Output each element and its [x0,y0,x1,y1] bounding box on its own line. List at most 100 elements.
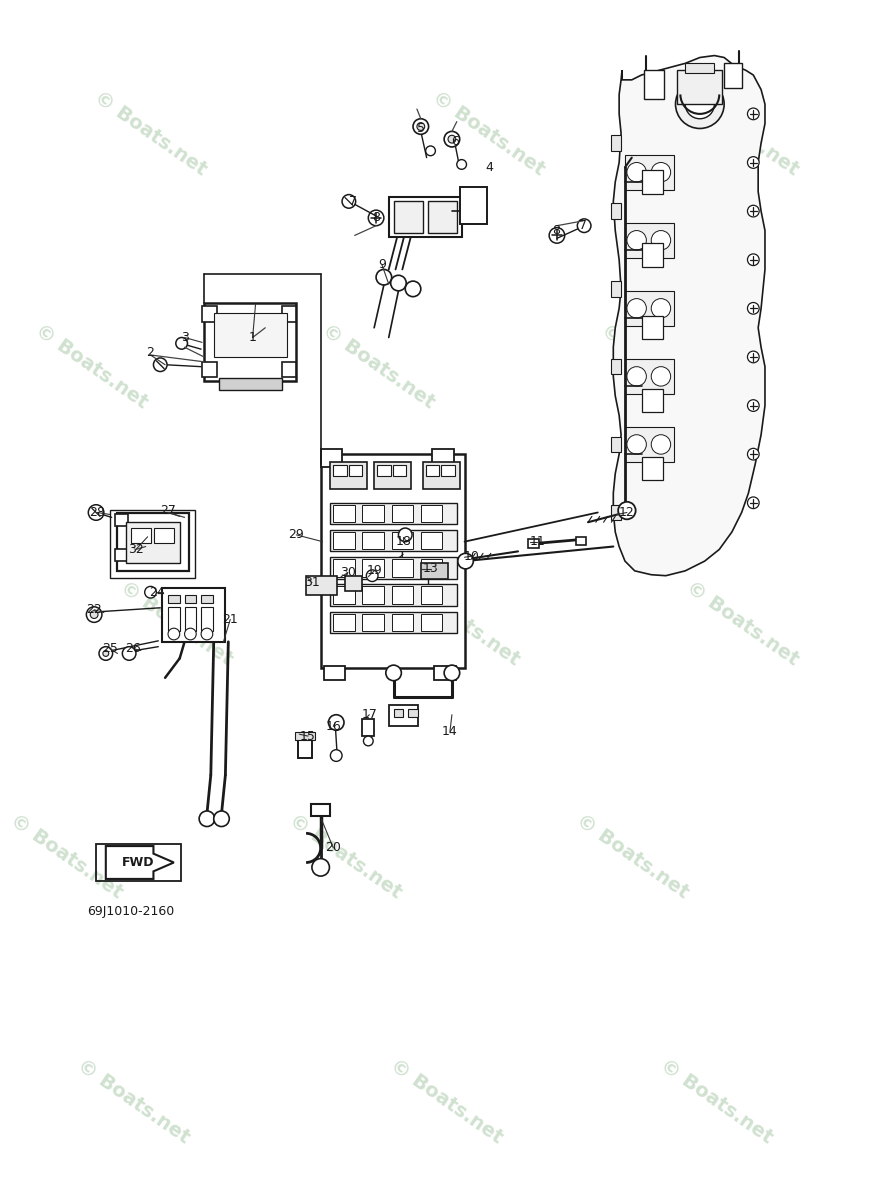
Bar [375,462,411,490]
Bar [625,223,673,258]
Text: 26: 26 [125,642,141,655]
Circle shape [627,434,647,454]
Text: 69J1010-2160: 69J1010-2160 [87,905,175,918]
Bar [433,449,454,467]
Circle shape [99,647,113,660]
Bar [422,462,460,490]
Text: 7: 7 [348,194,357,208]
Text: 17: 17 [362,708,377,721]
Bar [421,559,442,577]
Bar [116,512,189,571]
Bar [612,203,621,218]
Bar [393,464,406,475]
Bar [330,462,368,490]
Bar [282,362,296,377]
Bar [168,595,180,602]
Text: 5: 5 [417,122,425,134]
Circle shape [747,449,760,460]
Bar [388,197,461,238]
Circle shape [577,218,591,233]
Bar [330,612,457,634]
Circle shape [123,647,136,660]
Bar [131,528,150,542]
Circle shape [747,157,760,168]
Circle shape [86,607,102,623]
Circle shape [176,337,188,349]
Text: © Boats.net: © Boats.net [573,811,693,902]
Circle shape [367,570,378,582]
Text: 22: 22 [86,604,102,617]
Circle shape [90,611,98,618]
Text: 4: 4 [485,161,493,174]
Bar [184,607,196,631]
Circle shape [651,434,671,454]
Text: © Boats.net: © Boats.net [429,88,548,179]
Bar [612,136,621,151]
Circle shape [386,665,401,680]
Bar [408,709,418,716]
Bar [323,666,345,679]
Text: 14: 14 [442,725,458,738]
Text: © Boats.net: © Boats.net [116,577,236,670]
Circle shape [747,497,760,509]
Text: © Boats.net: © Boats.net [657,1056,777,1147]
Bar [724,64,741,88]
Bar [334,587,355,604]
Text: © Boats.net: © Boats.net [682,577,802,670]
Bar [115,515,128,526]
Circle shape [154,358,167,372]
Bar [115,550,128,562]
Bar [202,306,216,322]
Bar [612,359,621,374]
Text: 7: 7 [579,220,587,232]
Circle shape [363,736,373,746]
Bar [362,559,384,577]
Bar [201,595,213,602]
Circle shape [747,254,760,265]
Circle shape [328,715,344,731]
Circle shape [312,859,329,876]
Bar [362,719,375,736]
Circle shape [651,367,671,386]
Circle shape [458,553,474,569]
Bar [109,510,196,577]
Text: 31: 31 [304,576,320,589]
Circle shape [651,299,671,318]
Circle shape [426,146,435,156]
Bar [686,64,714,73]
Bar [421,505,442,522]
Bar [126,522,180,563]
Bar [428,202,457,233]
Circle shape [651,162,671,182]
Circle shape [199,811,215,827]
Circle shape [330,750,342,761]
Bar [641,457,663,480]
Bar [434,666,456,679]
Circle shape [214,811,229,827]
Bar [392,559,413,577]
Bar [334,613,355,631]
Bar [163,588,225,642]
Bar [321,449,342,467]
Bar [527,539,540,548]
Bar [334,532,355,550]
Bar [298,734,312,758]
Bar [460,187,487,223]
Circle shape [627,367,647,386]
Text: 28: 28 [90,506,105,520]
Bar [201,607,213,631]
Bar [426,464,439,475]
Circle shape [342,194,355,208]
Text: 18: 18 [395,535,411,548]
Circle shape [376,270,392,286]
Text: © Boats.net: © Boats.net [91,88,210,179]
Bar [334,505,355,522]
Bar [155,528,174,542]
Circle shape [747,205,760,217]
Text: © Boats.net: © Boats.net [404,577,523,670]
Bar [214,313,287,356]
Text: 8: 8 [552,224,560,238]
Text: 1: 1 [249,331,256,344]
Circle shape [405,281,421,296]
Text: © Boats.net: © Boats.net [682,88,802,179]
